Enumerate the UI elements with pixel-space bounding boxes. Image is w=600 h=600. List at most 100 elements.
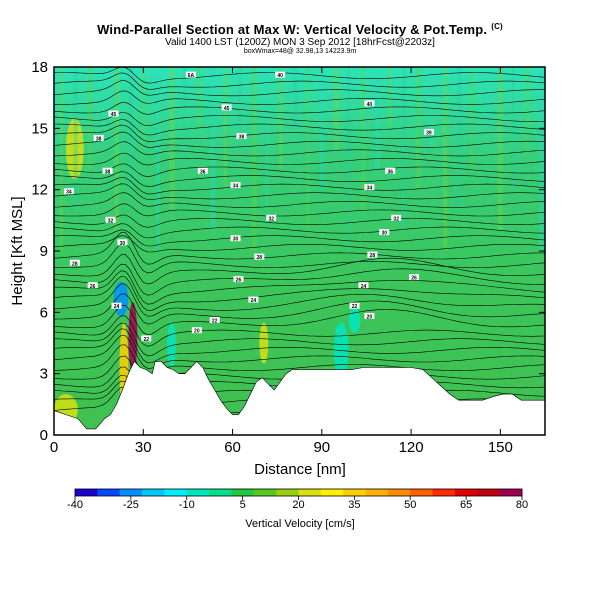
colorbar-tick-label: 80 — [516, 499, 528, 511]
isentrope-label-box — [391, 214, 402, 221]
isentrope-label-text: 34 — [233, 184, 239, 190]
colorbar-segment — [75, 489, 98, 496]
isentrope-label-text: 28 — [370, 253, 376, 259]
isentrope-label-box — [349, 302, 360, 309]
isentrope-line — [54, 254, 545, 285]
isentrope-label-text: 38 — [239, 135, 245, 141]
isentrope-line — [54, 67, 545, 84]
velocity-streak — [361, 67, 366, 211]
isentrope-label: 45 — [108, 110, 119, 118]
isentrope-label: 22 — [349, 302, 360, 310]
isentrope-line — [54, 315, 545, 347]
velocity-streak — [73, 67, 78, 211]
isentrope-label-box — [87, 282, 98, 289]
velocity-cell — [348, 308, 361, 333]
isentrope-label-box — [191, 327, 202, 334]
x-tick-label: 60 — [224, 439, 241, 456]
isentrope-line — [54, 163, 545, 177]
colorbar-segment — [432, 489, 456, 496]
isentrope-label-box — [108, 110, 119, 117]
isentrope-line — [54, 322, 545, 357]
colorbar-segment — [410, 489, 433, 496]
isentrope-line — [54, 263, 545, 296]
isentrope-label: 36 — [385, 167, 396, 175]
velocity-streak — [278, 67, 283, 170]
isentrope-label-box — [230, 235, 241, 242]
y-tick-label: 9 — [40, 243, 48, 260]
velocity-streak — [497, 67, 503, 231]
isentrope-label-text: 24 — [361, 284, 367, 290]
velocity-streak — [114, 67, 119, 231]
isentrope-label-box — [221, 104, 232, 111]
y-tick-label: 15 — [31, 120, 48, 137]
isentrope-label-box — [117, 239, 128, 246]
velocity-streak — [443, 67, 448, 251]
isentrope-label-text: 39 — [426, 130, 432, 136]
isentrope-label: 26 — [87, 282, 98, 290]
isentrope-line — [54, 344, 545, 376]
isentrope-line — [54, 177, 545, 195]
colorbar-segment — [343, 489, 366, 496]
isentrope-label-text: 32 — [268, 216, 274, 222]
x-axis-label: Distance [nm] — [254, 461, 346, 478]
colorbar-tick-label: 50 — [404, 499, 416, 511]
isentrope-label-box — [364, 312, 375, 319]
isentrope-label-box — [197, 167, 208, 174]
velocity-streak — [374, 67, 380, 170]
isentrope-label: 20 — [364, 312, 375, 320]
isentrope-label: 28 — [254, 253, 265, 261]
isentrope-label: 22 — [209, 317, 220, 325]
isentrope-label-box — [102, 167, 113, 174]
velocity-streak — [183, 67, 187, 170]
isentrope-label-box — [385, 167, 396, 174]
isentrope-label-text: 20 — [194, 329, 200, 335]
colorbar-tick-label: 20 — [292, 499, 304, 511]
colorbar-segment — [186, 489, 210, 496]
isentrope-label: 6A — [185, 71, 196, 79]
y-tick-label: 0 — [40, 427, 48, 444]
velocity-streak — [306, 67, 310, 231]
isentrope-line — [54, 242, 545, 274]
isentrope-label: 32 — [105, 216, 116, 224]
velocity-streak — [101, 67, 105, 129]
isentrope-label: 34 — [63, 188, 74, 196]
isentrope-line — [54, 112, 545, 127]
colorbar-segment — [477, 489, 501, 496]
velocity-streak — [388, 67, 392, 129]
y-tick-label: 12 — [31, 182, 48, 199]
velocity-streak — [128, 67, 134, 190]
isentrope-line — [54, 152, 545, 166]
isentrope-label: 38 — [93, 135, 104, 143]
velocity-cell — [333, 322, 349, 378]
isentrope-label: 40 — [364, 100, 375, 108]
isentrope-label-text: 24 — [114, 304, 120, 310]
title-text: Wind-Parallel Section at Max W: Vertical… — [97, 22, 488, 37]
velocity-streak — [169, 67, 175, 211]
velocity-streak — [539, 67, 545, 251]
copyright-mark: (C) — [491, 22, 503, 31]
isentrope-label: 45 — [221, 104, 232, 112]
isentrope-label-text: 26 — [236, 278, 242, 284]
velocity-streak — [333, 67, 339, 149]
velocity-streak — [237, 67, 242, 149]
isentrope-label-text: 20 — [367, 314, 373, 320]
isentrope-label-text: 28 — [257, 255, 263, 261]
isentrope-label: 38 — [236, 133, 247, 141]
y-axis-label: Height [Kft MSL] — [9, 196, 26, 305]
isentrope-line — [54, 223, 545, 239]
isentrope-line — [54, 283, 545, 317]
isentrope-label-text: 36 — [200, 169, 206, 175]
colorbar-tick-label: -10 — [179, 499, 195, 511]
colorbar-tick-label: 35 — [348, 499, 360, 511]
isentrope-label-box — [364, 100, 375, 107]
isentrope-line — [54, 183, 545, 200]
isentrope-label-box — [409, 274, 420, 281]
velocity-streak — [347, 67, 351, 251]
isentrope-label-text: 32 — [108, 218, 114, 224]
isentrope-label-box — [105, 216, 116, 223]
colorbar-segment — [164, 489, 188, 496]
velocity-streak — [525, 67, 530, 149]
isentrope-line — [54, 214, 545, 228]
isentrope-label-box — [364, 184, 375, 191]
